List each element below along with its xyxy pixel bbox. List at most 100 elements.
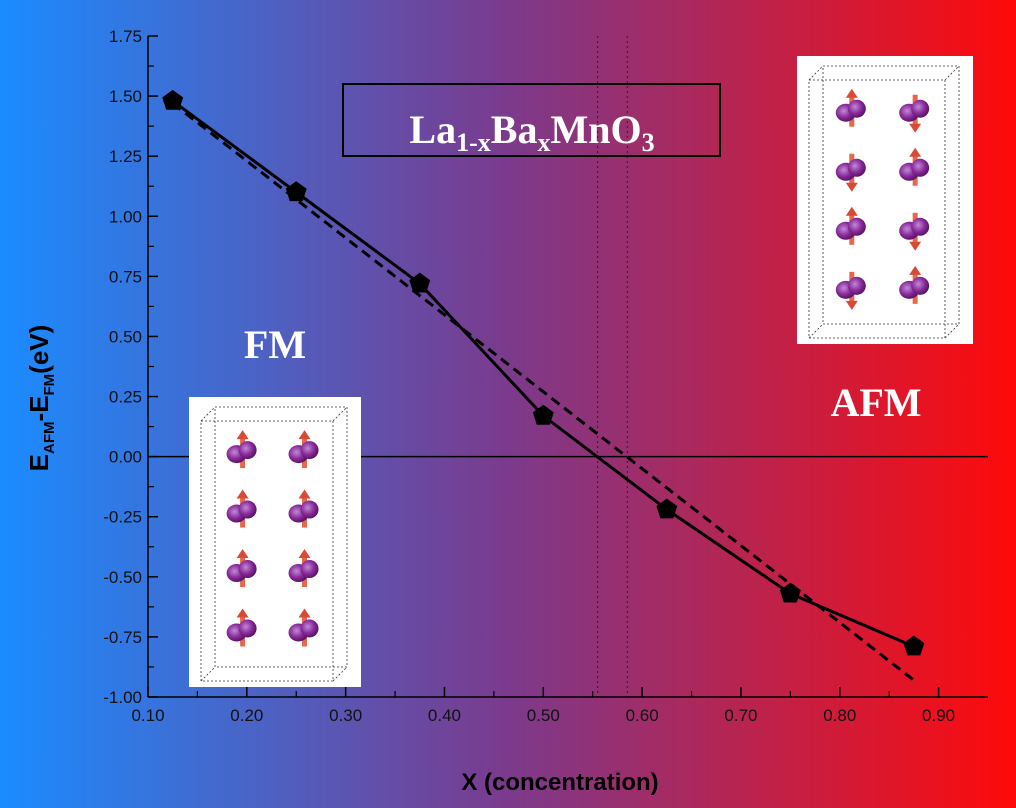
data-point-6 [903,635,925,656]
spin-arrow-head [236,549,249,558]
y-title-e1: E [24,454,54,471]
y-title-unit: (eV) [24,325,54,374]
series-layer [162,89,925,682]
x-axis-title: X (concentration) [461,769,658,796]
afm-inset-atom [835,271,866,310]
atom-sphere [911,158,930,177]
linear-fit-line [171,102,915,682]
atom-sphere [238,619,257,638]
atom-sphere [911,99,930,118]
afm-inset-atom [899,147,930,186]
fm-inset-edge-3 [332,666,348,682]
fm-inset-edge-2 [200,666,216,682]
axes-layer: 1.75 1.50 1.25 1.00 0.75 0.50 0.25 0.00 -0.25 -0.… [103,27,988,725]
atom-sphere [300,619,319,638]
y-axis-title: EAFM-EFM(eV) [24,325,58,472]
spin-arrow-head [298,608,311,618]
data-point-3 [532,404,554,425]
afm-inset-atom [899,94,930,133]
compound-title-box: La1-xBaxMnO3 [342,83,721,157]
fm-inset-atom [288,608,319,647]
afm-inset-atom [835,88,866,127]
afm-inset-edge-1 [944,65,960,81]
y-tick-label: 1.25 [109,147,142,166]
compound-title: La1-xBaxMnO3 [409,107,654,157]
afm-inset-atom [899,212,930,251]
afm-inset-atom [835,153,866,192]
title-base3: MnO [550,107,641,152]
data-point-0 [162,89,184,110]
y-tick-label: 0.25 [109,388,142,407]
afm-inset-front-face [808,79,946,339]
y-tick-label: -1.00 [103,688,142,707]
atom-sphere [911,276,930,295]
fm-inset-atom [288,489,319,528]
spin-arrow-head [909,241,922,251]
atom-sphere [847,158,866,177]
data-point-2 [409,272,431,293]
x-tick-label: 0.10 [131,706,164,725]
fm-inset-front-face [200,420,334,682]
y-title-s2: FM [41,374,58,396]
x-tick-label: 0.80 [823,706,856,725]
data-point-5 [779,582,801,603]
afm-inset-panel [797,56,973,344]
atom-sphere [300,441,319,460]
afm-phase-label: AFM [830,380,921,425]
x-tick-label: 0.70 [724,706,757,725]
fm-inset-back-face [214,406,348,668]
title-base1: La [409,107,456,152]
x-tick-label: 0.40 [428,706,461,725]
afm-inset-edge-2 [808,323,824,339]
spin-arrow-head [236,430,249,440]
spin-arrow-head [845,88,858,98]
y-title-mid: -E [24,395,54,421]
title-sub3: 3 [642,128,655,157]
afm-inset-back-face [822,65,960,325]
afm-inset [797,56,973,344]
title-sub1: 1-x [456,128,491,157]
y-tick-label: -0.50 [103,568,142,587]
spin-arrow-head [298,430,311,440]
atom-sphere [238,500,257,519]
atom-sphere [238,441,257,460]
fm-inset-edge-1 [332,406,348,422]
y-tick-label: 0.00 [109,448,142,467]
atom-sphere [911,217,930,236]
atom-sphere [847,217,866,236]
title-sub2: x [537,128,550,157]
y-tick-label: -0.25 [103,508,142,527]
spin-arrow-head [845,206,858,216]
y-tick-label: 1.00 [109,207,142,226]
x-tick-label: 0.50 [527,706,560,725]
spin-arrow-head [845,182,858,192]
x-tick-label: 0.20 [230,706,263,725]
afm-inset-edge-0 [808,65,824,81]
inset-layer [189,56,973,687]
y-tick-label: 0.50 [109,327,142,346]
y-tick-label: -0.75 [103,628,142,647]
atom-sphere [847,99,866,118]
fm-inset-atom [226,549,257,587]
y-tick-label: 1.75 [109,27,142,46]
spin-arrow-head [845,300,858,310]
x-tick-label: 0.60 [626,706,659,725]
fm-inset-atom [226,608,257,647]
y-tick-label: 1.50 [109,87,142,106]
spin-arrow-head [236,489,249,499]
spin-arrow-head [298,549,311,558]
fm-inset-atom [288,430,319,469]
fm-inset-atom [226,489,257,528]
y-title-s1: AFM [41,421,58,454]
fm-phase-label: FM [244,322,306,367]
atom-sphere [847,276,866,295]
spin-arrow-head [909,123,922,133]
y-tick-label: 0.75 [109,267,142,286]
title-base2: Ba [491,107,538,152]
fm-inset-atom [288,549,319,587]
data-point-4 [656,498,678,519]
data-point-1 [285,181,307,202]
fm-inset [189,397,361,687]
atom-sphere [238,560,257,578]
fm-inset-atom [226,430,257,469]
